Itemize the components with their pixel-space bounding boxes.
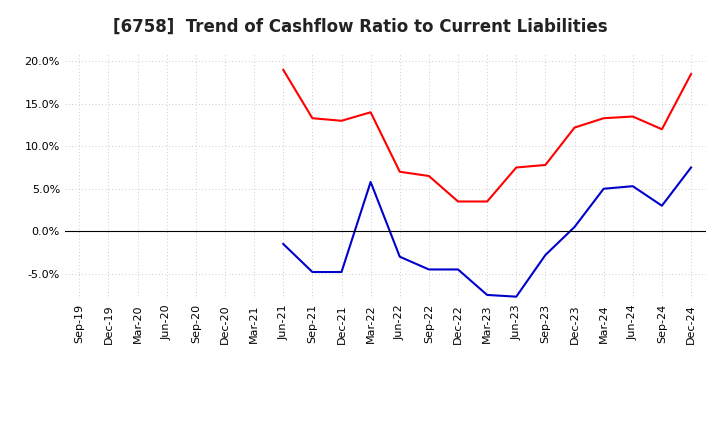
- Operating CF to Current Liabilities: [308, 116, 317, 121]
- Line: Operating CF to Current Liabilities: Operating CF to Current Liabilities: [283, 70, 691, 202]
- Free CF to Current Liabilities: [657, 203, 666, 209]
- Operating CF to Current Liabilities: [454, 199, 462, 204]
- Operating CF to Current Liabilities: [279, 67, 287, 73]
- Operating CF to Current Liabilities: [512, 165, 521, 170]
- Operating CF to Current Liabilities: [337, 118, 346, 123]
- Free CF to Current Liabilities: [308, 269, 317, 275]
- Free CF to Current Liabilities: [337, 269, 346, 275]
- Operating CF to Current Liabilities: [395, 169, 404, 174]
- Free CF to Current Liabilities: [279, 241, 287, 246]
- Free CF to Current Liabilities: [366, 180, 375, 185]
- Operating CF to Current Liabilities: [541, 162, 550, 168]
- Free CF to Current Liabilities: [483, 292, 492, 297]
- Line: Free CF to Current Liabilities: Free CF to Current Liabilities: [283, 168, 691, 297]
- Operating CF to Current Liabilities: [657, 127, 666, 132]
- Operating CF to Current Liabilities: [599, 116, 608, 121]
- Free CF to Current Liabilities: [599, 186, 608, 191]
- Operating CF to Current Liabilities: [570, 125, 579, 130]
- Text: [6758]  Trend of Cashflow Ratio to Current Liabilities: [6758] Trend of Cashflow Ratio to Curren…: [113, 18, 607, 35]
- Free CF to Current Liabilities: [454, 267, 462, 272]
- Operating CF to Current Liabilities: [687, 71, 696, 77]
- Free CF to Current Liabilities: [425, 267, 433, 272]
- Free CF to Current Liabilities: [629, 183, 637, 189]
- Free CF to Current Liabilities: [395, 254, 404, 259]
- Free CF to Current Liabilities: [687, 165, 696, 170]
- Operating CF to Current Liabilities: [483, 199, 492, 204]
- Free CF to Current Liabilities: [570, 224, 579, 230]
- Operating CF to Current Liabilities: [366, 110, 375, 115]
- Operating CF to Current Liabilities: [629, 114, 637, 119]
- Operating CF to Current Liabilities: [425, 173, 433, 179]
- Free CF to Current Liabilities: [512, 294, 521, 299]
- Free CF to Current Liabilities: [541, 253, 550, 258]
